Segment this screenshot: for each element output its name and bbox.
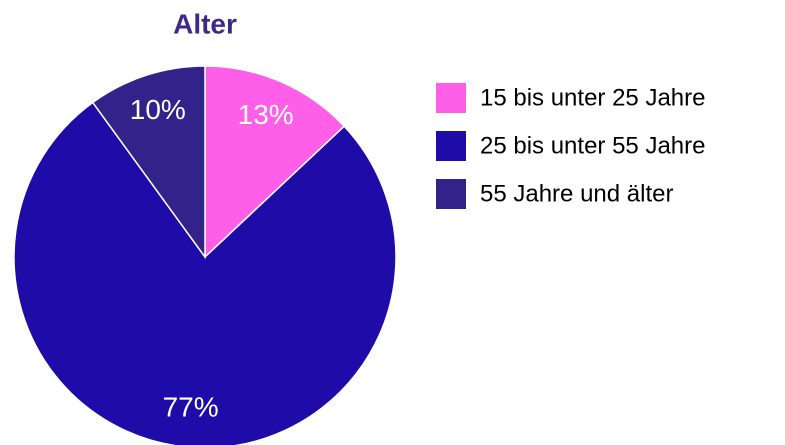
legend-label: 15 bis unter 25 Jahre [480, 84, 705, 111]
legend-label: 55 Jahre und älter [480, 180, 673, 207]
slice-label: 13% [238, 99, 294, 130]
pie-slice [204, 65, 346, 259]
legend-swatch [436, 83, 466, 113]
slice-label: 77% [163, 392, 219, 423]
slice-label: 10% [130, 94, 186, 125]
legend-swatch [436, 179, 466, 209]
pie-slice [91, 65, 206, 260]
legend-swatch [436, 131, 466, 161]
legend-label: 25 bis unter 55 Jahre [480, 132, 705, 159]
pie-slice [13, 101, 397, 445]
chart-title: Alter [173, 8, 237, 39]
